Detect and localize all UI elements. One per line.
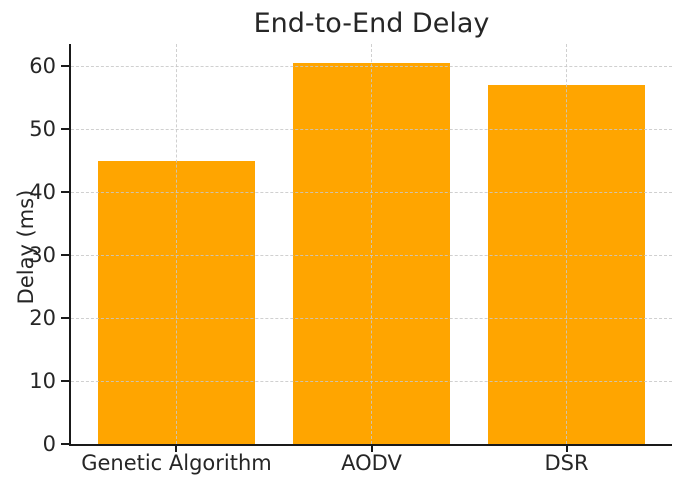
v-gridline <box>566 44 568 444</box>
plot-area <box>69 44 672 446</box>
y-tick-mark <box>61 65 69 68</box>
y-tick-label: 50 <box>29 117 56 142</box>
y-tick-label: 20 <box>29 306 56 331</box>
v-gridline <box>371 44 372 444</box>
y-tick-mark <box>61 254 69 257</box>
y-tick-mark <box>61 380 69 382</box>
y-tick-label: 60 <box>29 54 56 79</box>
x-tick-label: AODV <box>341 451 402 475</box>
x-tick-mark <box>370 446 373 452</box>
x-tick-label: Genetic Algorithm <box>81 451 272 475</box>
y-tick-mark <box>61 317 69 320</box>
y-tick-label: 30 <box>29 243 56 268</box>
v-gridline <box>175 44 177 444</box>
x-tick-label: DSR <box>544 451 589 475</box>
y-tick-mark <box>61 443 69 445</box>
y-tick-mark <box>61 191 69 194</box>
chart-title: End-to-End Delay <box>253 8 490 39</box>
y-tick-label: 10 <box>29 369 56 393</box>
y-tick-mark <box>61 128 69 131</box>
x-tick-mark <box>565 446 568 452</box>
y-tick-label: 40 <box>29 180 56 205</box>
y-tick-label: 0 <box>42 432 56 456</box>
x-tick-mark <box>175 446 178 452</box>
